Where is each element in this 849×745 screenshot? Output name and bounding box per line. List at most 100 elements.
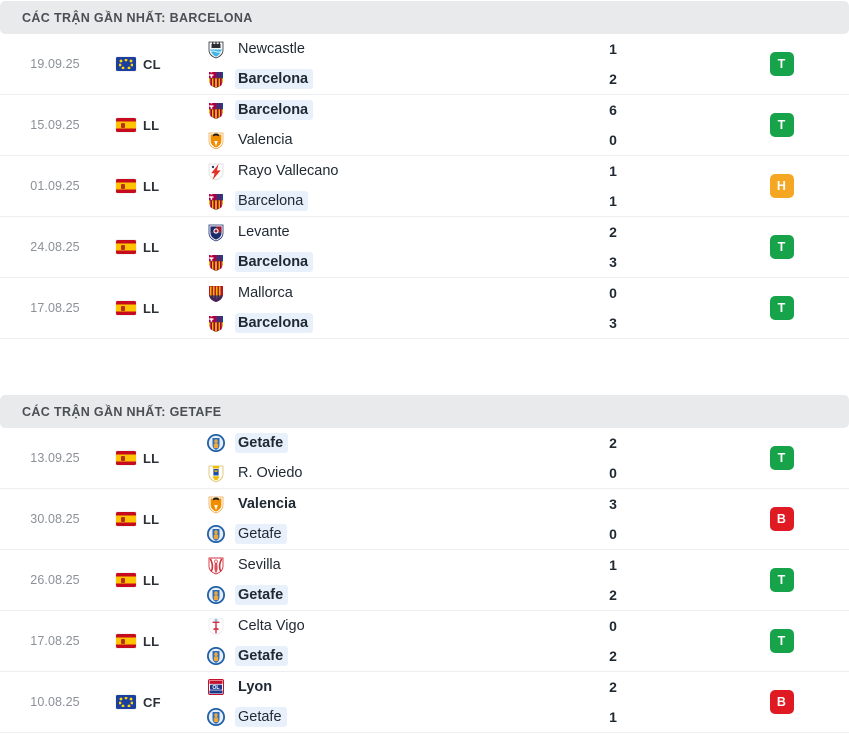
- home-score: 2: [609, 435, 617, 451]
- match-row[interactable]: 01.09.25 LL Rayo Vallecano Barcelona 1 1 H: [0, 156, 849, 217]
- away-score: 0: [609, 526, 617, 542]
- teams-cell: Sevilla Getafe: [198, 550, 498, 610]
- result-badge: T: [769, 629, 794, 653]
- match-row[interactable]: 19.09.25 CL Newcastle Barcelona 1 2 T: [0, 34, 849, 95]
- result-cell: T: [728, 611, 849, 671]
- team-line[interactable]: R. Oviedo: [206, 462, 498, 484]
- team-line[interactable]: Celta Vigo: [206, 615, 498, 637]
- team-line[interactable]: Barcelona: [206, 251, 498, 273]
- team-line[interactable]: Barcelona: [206, 68, 498, 90]
- team-line[interactable]: Getafe: [206, 432, 498, 454]
- eu-flag-icon: [116, 57, 136, 71]
- match-date: 24.08.25: [30, 240, 80, 254]
- getafe-crest-icon: [206, 585, 226, 605]
- league-code: LL: [143, 300, 160, 316]
- result-cell: T: [728, 217, 849, 277]
- result-cell: T: [728, 34, 849, 94]
- home-score: 2: [609, 224, 617, 240]
- match-date: 19.09.25: [30, 57, 80, 71]
- away-score: 0: [609, 465, 617, 481]
- teams-cell: Newcastle Barcelona: [198, 34, 498, 94]
- league-cell[interactable]: LL: [110, 550, 198, 610]
- team-line[interactable]: Getafe: [206, 706, 498, 728]
- home-score: 1: [609, 163, 617, 179]
- barcelona-crest-icon: [206, 313, 226, 333]
- team-line[interactable]: Newcastle: [206, 38, 498, 60]
- team-name: Getafe: [235, 645, 289, 667]
- real-oviedo-crest-icon: [206, 463, 226, 483]
- team-line[interactable]: Getafe: [206, 523, 498, 545]
- league-cell[interactable]: LL: [110, 95, 198, 155]
- match-row[interactable]: 26.08.25 LL Sevilla Getafe 1 2 T: [0, 550, 849, 611]
- team-name: Celta Vigo: [238, 617, 305, 634]
- team-line[interactable]: Getafe: [206, 584, 498, 606]
- team-name: Newcastle: [238, 40, 305, 57]
- barcelona-crest-icon: [206, 191, 226, 211]
- league-cell[interactable]: LL: [110, 428, 198, 488]
- svg-text:OL: OL: [212, 685, 220, 691]
- league-cell[interactable]: CL: [110, 34, 198, 94]
- match-row[interactable]: 30.08.25 LL Valencia Getafe 3 0 B: [0, 489, 849, 550]
- away-score: 2: [609, 587, 617, 603]
- away-score: 2: [609, 648, 617, 664]
- team-line[interactable]: Barcelona: [206, 312, 498, 334]
- teams-cell: Getafe R. Oviedo: [198, 428, 498, 488]
- match-row[interactable]: 15.09.25 LL Barcelona Valencia 6 0 T: [0, 95, 849, 156]
- team-name: Barcelona: [235, 312, 314, 334]
- getafe-crest-icon: [206, 646, 226, 666]
- team-line[interactable]: Mallorca: [206, 282, 498, 304]
- result-badge: B: [769, 690, 794, 714]
- result-cell: B: [728, 672, 849, 732]
- result-badge: T: [769, 446, 794, 470]
- match-row[interactable]: 17.08.25 LL Celta Vigo Getafe 0 2 T: [0, 611, 849, 672]
- team-line[interactable]: Rayo Vallecano: [206, 160, 498, 182]
- section-gap: [0, 339, 849, 394]
- league-cell[interactable]: CF: [110, 672, 198, 732]
- home-score: 0: [609, 618, 617, 634]
- team-line[interactable]: Valencia: [206, 493, 498, 515]
- match-date-cell: 15.09.25: [0, 95, 110, 155]
- team-line[interactable]: Valencia: [206, 129, 498, 151]
- match-date: 15.09.25: [30, 118, 80, 132]
- match-date: 17.08.25: [30, 634, 80, 648]
- team-name: Valencia: [238, 131, 293, 148]
- result-badge: T: [769, 235, 794, 259]
- match-row[interactable]: 17.08.25 LL Mallorca Barcelona 0 3 T: [0, 278, 849, 339]
- match-row[interactable]: 24.08.25 LL Levante Barcelona 2 3 T: [0, 217, 849, 278]
- league-cell[interactable]: LL: [110, 611, 198, 671]
- home-score: 3: [609, 496, 617, 512]
- match-date-cell: 24.08.25: [0, 217, 110, 277]
- league-code: LL: [143, 239, 160, 255]
- valencia-crest-icon: [206, 130, 226, 150]
- league-cell[interactable]: LL: [110, 489, 198, 549]
- match-date-cell: 01.09.25: [0, 156, 110, 216]
- match-date-cell: 13.09.25: [0, 428, 110, 488]
- spain-flag-icon: [116, 179, 136, 193]
- team-line[interactable]: OL Lyon: [206, 676, 498, 698]
- spain-flag-icon: [116, 301, 136, 315]
- league-code: LL: [143, 117, 160, 133]
- team-line[interactable]: Getafe: [206, 645, 498, 667]
- league-code: CF: [143, 694, 161, 710]
- levante-crest-icon: [206, 222, 226, 242]
- team-line[interactable]: Barcelona: [206, 190, 498, 212]
- league-cell[interactable]: LL: [110, 278, 198, 338]
- valencia-crest-icon: [206, 494, 226, 514]
- home-score: 6: [609, 102, 617, 118]
- team-line[interactable]: Levante: [206, 221, 498, 243]
- match-row[interactable]: 10.08.25 CF OL Lyon Getafe 2 1 B: [0, 672, 849, 733]
- team-name: Barcelona: [235, 68, 314, 90]
- league-cell[interactable]: LL: [110, 217, 198, 277]
- team-line[interactable]: Barcelona: [206, 99, 498, 121]
- match-row[interactable]: 13.09.25 LL Getafe R. Oviedo 2 0 T: [0, 428, 849, 489]
- league-cell[interactable]: LL: [110, 156, 198, 216]
- league-code: LL: [143, 511, 160, 527]
- home-score: 1: [609, 557, 617, 573]
- away-score: 3: [609, 254, 617, 270]
- team-line[interactable]: Sevilla: [206, 554, 498, 576]
